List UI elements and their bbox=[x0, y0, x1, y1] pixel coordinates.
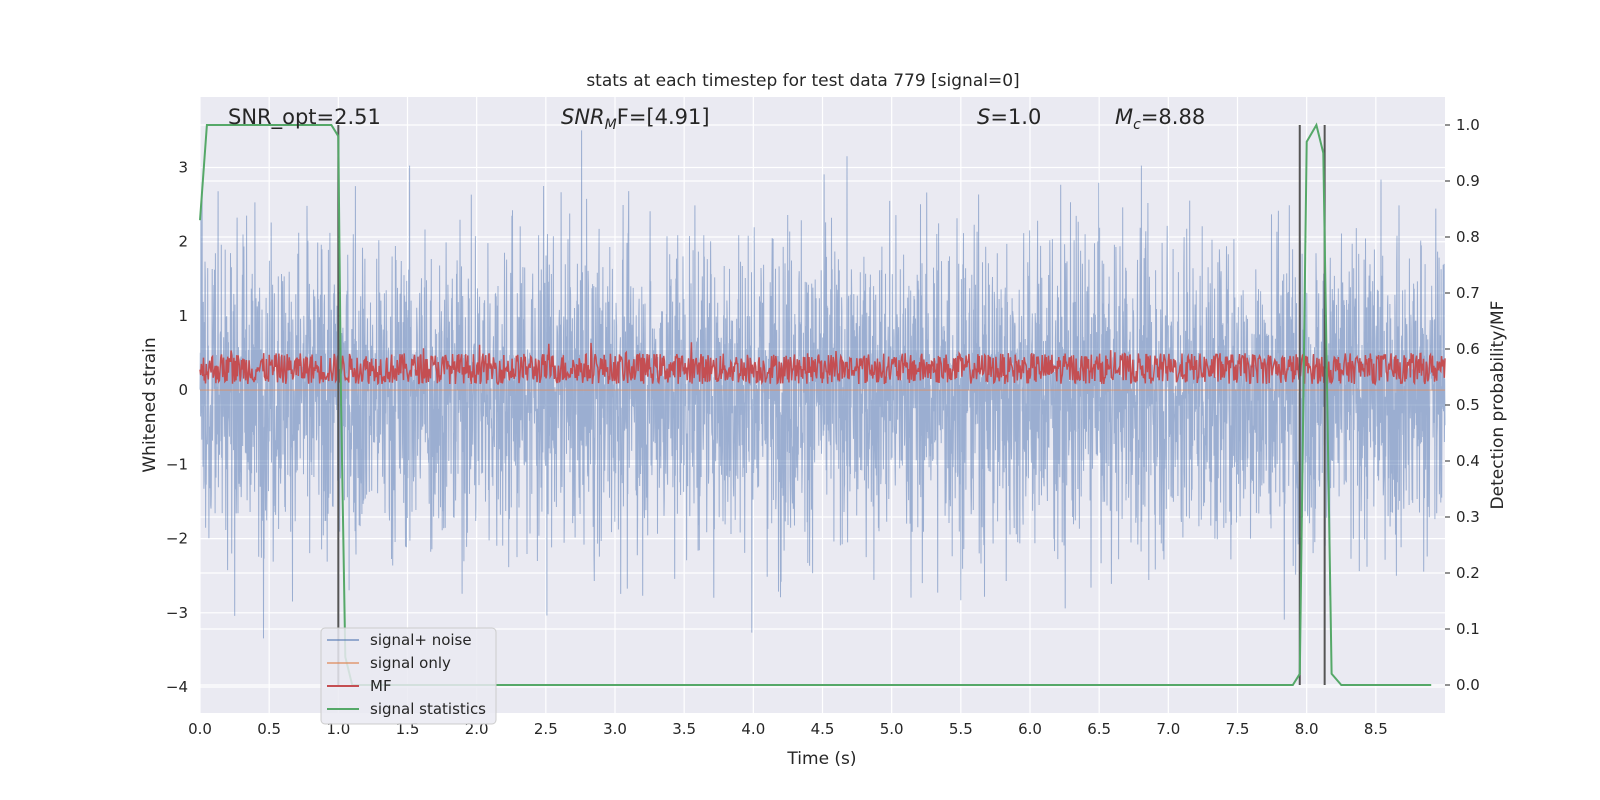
legend: signal+ noise signal only MF signal stat… bbox=[320, 627, 497, 725]
chart-title: stats at each timestep for test data 779… bbox=[586, 71, 1019, 91]
x-tick-label: 5.5 bbox=[949, 720, 973, 738]
snr-mf-prefix: SNR bbox=[561, 105, 605, 129]
y-right-tick-label: 0.2 bbox=[1456, 564, 1480, 582]
s-annotation: S=1.0 bbox=[977, 105, 1041, 129]
x-tick-label: 2.5 bbox=[534, 720, 558, 738]
y-left-tick-label: 2 bbox=[178, 233, 188, 251]
mc-label: M bbox=[1115, 105, 1133, 129]
y-left-tick-label: −2 bbox=[166, 530, 188, 548]
x-tick-label: 8.0 bbox=[1295, 720, 1319, 738]
mc-sub: c bbox=[1133, 117, 1141, 133]
series-mf bbox=[199, 342, 1446, 386]
y-left-tick-label: 0 bbox=[178, 381, 188, 399]
x-tick-label: 0.0 bbox=[188, 720, 212, 738]
x-axis-ticks: 0.0 0.5 1.0 1.5 2.0 2.5 3.0 3.5 4.0 4.5 5.0 5.5 6.0 6… bbox=[188, 720, 1388, 738]
y-axis-right-label: Detection probability/MF bbox=[1488, 301, 1508, 510]
snr-mf-annotation: SNRMF=[4.91] bbox=[561, 105, 710, 133]
x-tick-label: 0.5 bbox=[257, 720, 281, 738]
x-tick-label: 7.0 bbox=[1156, 720, 1180, 738]
noise-line bbox=[199, 130, 1446, 639]
x-tick-label: 4.0 bbox=[741, 720, 765, 738]
y-right-tick-label: 0.5 bbox=[1456, 396, 1480, 414]
x-tick-label: 3.0 bbox=[603, 720, 627, 738]
y-left-tick-label: −1 bbox=[166, 455, 188, 473]
x-tick-label: 4.5 bbox=[811, 720, 835, 738]
s-value: =1.0 bbox=[990, 105, 1041, 129]
mf-line bbox=[199, 342, 1446, 386]
legend-label-noise: signal+ noise bbox=[370, 631, 472, 649]
y-right-tick-label: 0.4 bbox=[1456, 452, 1480, 470]
x-tick-label: 6.0 bbox=[1018, 720, 1042, 738]
x-axis-label: Time (s) bbox=[786, 749, 856, 769]
series-signal-plus-noise bbox=[199, 130, 1446, 639]
y-left-tick-label: −3 bbox=[166, 604, 188, 622]
legend-box bbox=[320, 627, 497, 725]
y-left-tick-label: 3 bbox=[178, 159, 188, 177]
y-left-tick-label: −4 bbox=[166, 678, 188, 696]
y-axis-right-ticks: 1.0 0.9 0.8 0.7 0.6 0.5 0.4 0.3 0.2 0.1 0.0 bbox=[1445, 116, 1480, 694]
y-right-tick-label: 0.1 bbox=[1456, 620, 1480, 638]
y-right-tick-label: 0.8 bbox=[1456, 228, 1480, 246]
y-axis-left-label: Whitened strain bbox=[140, 337, 160, 472]
mc-value: =8.88 bbox=[1141, 105, 1205, 129]
legend-label-signal-only: signal only bbox=[370, 654, 451, 672]
y-right-tick-label: 1.0 bbox=[1456, 116, 1480, 134]
snr-mf-sub: M bbox=[605, 117, 617, 133]
snr-opt-annotation: SNR_opt=2.51 bbox=[228, 105, 381, 130]
y-axis-left-ticks: 3 2 1 0 −1 −2 −3 −4 bbox=[166, 159, 188, 697]
y-right-tick-label: 0.9 bbox=[1456, 172, 1480, 190]
s-label: S bbox=[977, 105, 990, 129]
x-tick-label: 5.0 bbox=[880, 720, 904, 738]
legend-label-mf: MF bbox=[370, 677, 392, 695]
mc-annotation: Mc=8.88 bbox=[1115, 105, 1205, 133]
x-tick-label: 8.5 bbox=[1364, 720, 1388, 738]
y-right-tick-label: 0.6 bbox=[1456, 340, 1480, 358]
snr-mf-suffix: F=[4.91] bbox=[617, 105, 710, 129]
y-right-tick-label: 0.3 bbox=[1456, 508, 1480, 526]
y-left-tick-label: 1 bbox=[178, 307, 188, 325]
y-right-tick-label: 0.0 bbox=[1456, 676, 1480, 694]
x-tick-label: 3.5 bbox=[672, 720, 696, 738]
x-tick-label: 6.5 bbox=[1087, 720, 1111, 738]
x-tick-label: 7.5 bbox=[1226, 720, 1250, 738]
y-right-tick-label: 0.7 bbox=[1456, 284, 1480, 302]
legend-label-stat: signal statistics bbox=[370, 700, 486, 718]
